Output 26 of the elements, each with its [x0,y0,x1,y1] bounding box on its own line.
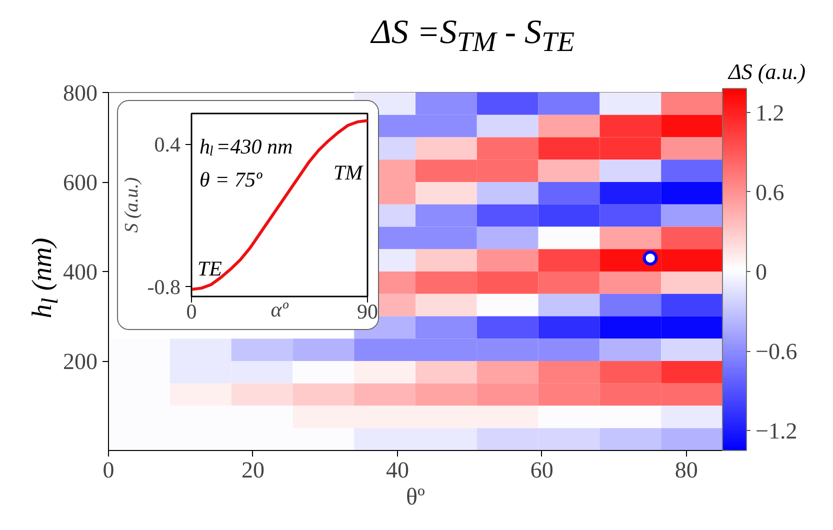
color-bar-label: −0.6 [756,339,798,364]
annotation: TM [334,160,364,184]
x-tick-label: 60 [530,458,554,482]
line-series [192,119,368,291]
x-axis-title: θº [406,484,426,510]
chart-title: ΔS =S$_{TM}$ - S$_{TE}$ [371,13,575,60]
color-bar-label: 1.2 [756,100,784,126]
y-tick-label: 600 [63,170,98,195]
x-tick-label: 90 [357,300,378,324]
x-axis-title: αº [270,298,289,322]
color-bar-title: ΔS (a.u.) [728,58,806,86]
y-tick-label: -0.8 [147,274,181,299]
x-tick-label: 0 [102,458,114,482]
y-tick-label: 800 [63,80,98,106]
y-axis-title: S (a.u.) [121,177,142,233]
x-tick-label: 40 [386,458,409,482]
color-bar-label: −1.2 [756,418,798,444]
color-bar-label: 0 [756,259,767,284]
x-tick-label: 80 [674,458,698,482]
y-tick-label: 200 [63,349,98,374]
annotation: θ = 75º [200,168,262,192]
y-tick-label: 400 [63,260,98,284]
color-bar-label: 0.6 [756,180,784,205]
y-tick-label: 0.4 [154,132,181,156]
x-tick-label: 20 [241,458,264,482]
annotation: TE [198,256,222,280]
